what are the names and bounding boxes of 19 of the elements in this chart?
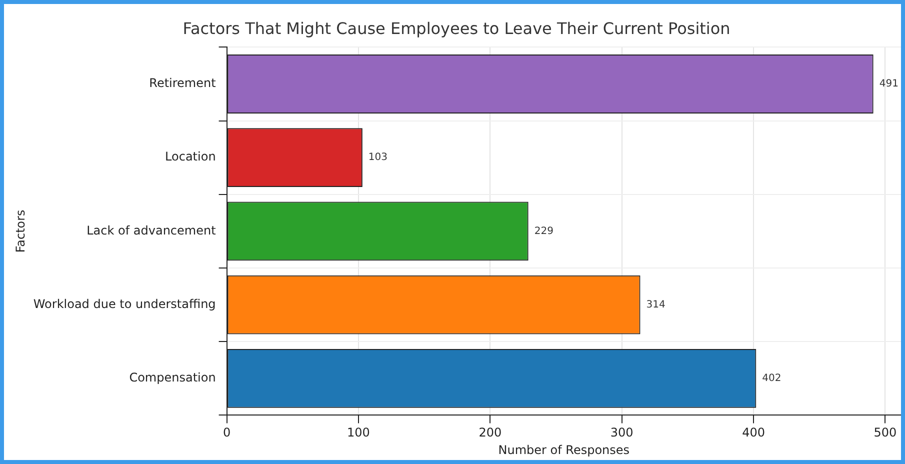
- x-tick-label: 400: [742, 426, 765, 440]
- y-tick-label: Workload due to understaffing: [33, 296, 216, 311]
- x-tick-label: 200: [478, 426, 502, 440]
- data-label: 491: [879, 78, 898, 90]
- data-label: 103: [368, 152, 388, 164]
- x-tick-label: 500: [874, 426, 897, 440]
- y-axis-title: Factors: [13, 210, 28, 253]
- x-tick-label: 0: [222, 426, 231, 440]
- y-tick-label: Retirement: [149, 76, 216, 90]
- x-tick-label: 300: [610, 426, 634, 440]
- y-tick-label: Lack of advancement: [86, 223, 216, 238]
- chart-title: Factors That Might Cause Employees to Leave Their Current Position: [182, 18, 730, 38]
- y-tick-label: Compensation: [129, 370, 216, 385]
- data-label: 229: [534, 226, 554, 237]
- data-label: 402: [762, 372, 782, 384]
- y-tick-label: Location: [165, 150, 216, 164]
- x-tick-label: 100: [347, 426, 370, 440]
- x-axis-title: Number of Responses: [498, 442, 630, 457]
- data-label: 314: [646, 299, 666, 310]
